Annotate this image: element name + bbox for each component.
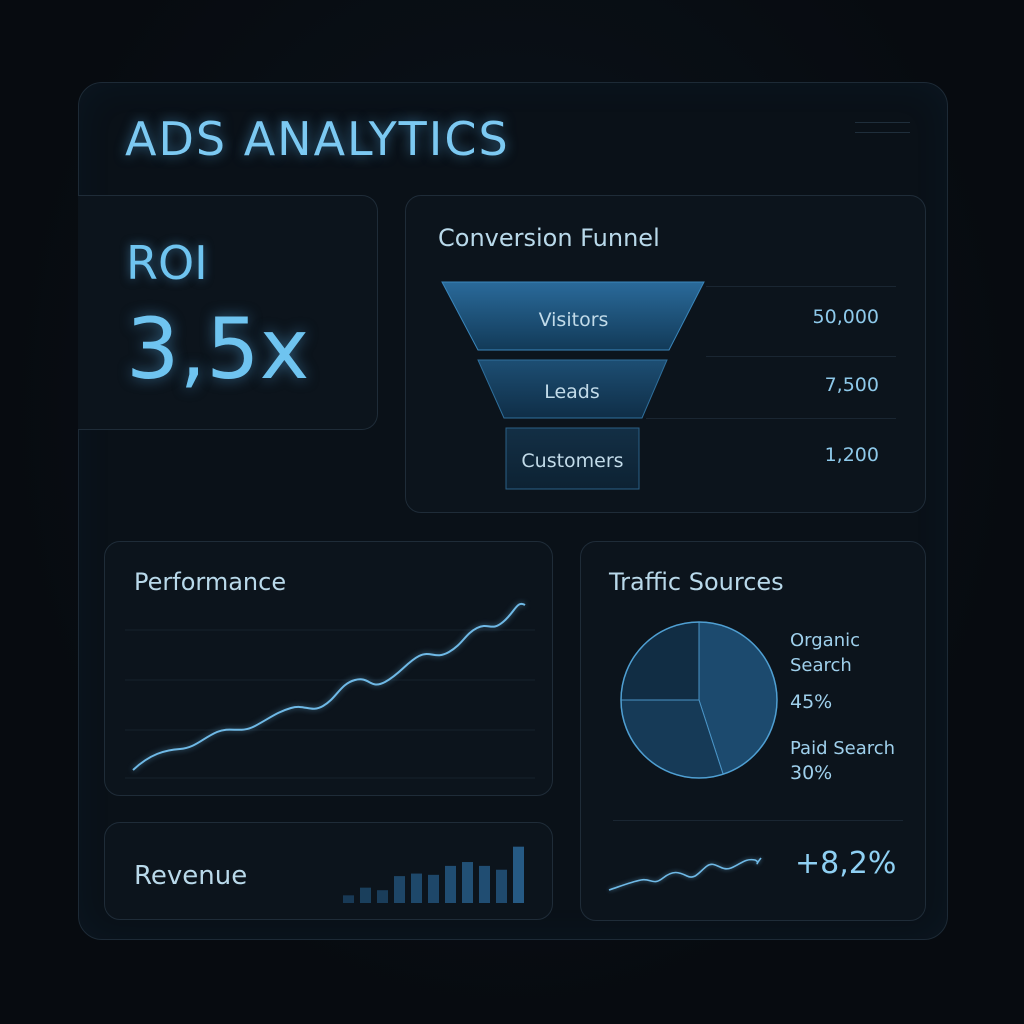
performance-line-chart — [125, 602, 535, 779]
funnel-stage-value: 50,000 — [812, 306, 879, 328]
funnel-row-divider — [706, 286, 896, 287]
traffic-delta: +8,2% — [795, 846, 897, 881]
page-title: ADS ANALYTICS — [125, 112, 510, 166]
traffic-pie-chart — [620, 621, 778, 779]
funnel-row-divider — [646, 418, 896, 419]
menu-icon[interactable] — [855, 120, 910, 134]
performance-title: Performance — [134, 568, 287, 596]
roi-value: 3,5x — [126, 300, 310, 398]
revenue-bar — [343, 895, 354, 903]
funnel-stage-visitors[interactable] — [441, 281, 705, 351]
revenue-bar — [462, 862, 473, 903]
funnel-stage-label: Leads — [544, 381, 600, 403]
revenue-bar-chart — [343, 846, 524, 903]
revenue-bar — [377, 890, 388, 903]
funnel-row-divider — [706, 356, 896, 357]
revenue-bar — [496, 869, 507, 903]
funnel-stage-label: Visitors — [538, 309, 609, 331]
roi-card[interactable]: ROI 3,5x — [78, 195, 378, 430]
organic-search-label: Organic Search 45% — [790, 630, 861, 713]
revenue-bar — [360, 887, 371, 903]
conversion-funnel-card[interactable]: Conversion Funnel — [405, 195, 926, 513]
performance-card[interactable]: Performance — [104, 541, 553, 796]
funnel-stage-leads[interactable] — [477, 359, 668, 419]
performance-grid — [125, 629, 535, 779]
funnel-stage-value: 7,500 — [824, 374, 879, 396]
performance-line — [132, 602, 526, 771]
revenue-bar — [428, 874, 439, 903]
roi-label: ROI — [126, 236, 208, 290]
funnel-stage-label: Customers — [521, 450, 624, 472]
revenue-card[interactable]: Revenue — [104, 822, 553, 920]
paid-search-label: Paid Search 30% — [790, 738, 896, 784]
traffic-sparkline — [608, 857, 762, 891]
funnel-stage-customers[interactable] — [505, 427, 640, 490]
traffic-divider — [613, 820, 903, 821]
traffic-title: Traffic Sources — [609, 568, 784, 596]
revenue-bar — [513, 846, 524, 903]
funnel-chart — [441, 281, 705, 490]
traffic-sources-card[interactable]: Traffic Sources Organic Search 45% Paid … — [580, 541, 926, 921]
revenue-bar — [394, 876, 405, 903]
funnel-stage-value: 1,200 — [824, 444, 879, 466]
revenue-bar — [479, 865, 490, 903]
pie-outline — [620, 621, 778, 779]
revenue-bar — [411, 873, 422, 903]
revenue-title: Revenue — [134, 861, 248, 891]
funnel-title: Conversion Funnel — [438, 224, 660, 252]
revenue-bar — [445, 865, 456, 903]
